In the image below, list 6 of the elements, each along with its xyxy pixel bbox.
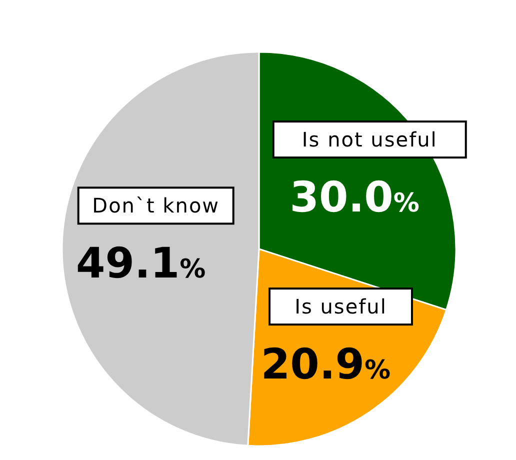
- data-label: 20.9%: [260, 340, 391, 389]
- slice-label: Is not useful: [302, 128, 438, 152]
- slice-label: Is useful: [294, 294, 387, 319]
- data-label: 30.0%: [290, 172, 420, 222]
- slice-label: Don`t know: [92, 194, 220, 218]
- data-label: 49.1%: [76, 238, 206, 288]
